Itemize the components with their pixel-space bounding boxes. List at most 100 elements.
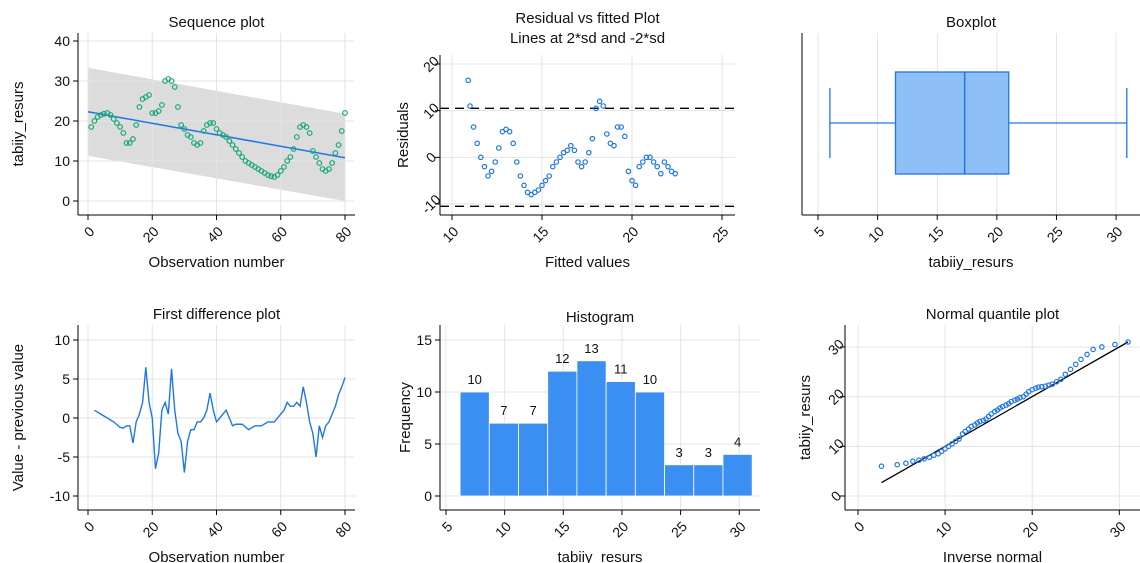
- residual-point: [513, 159, 520, 165]
- residual-point: [611, 142, 617, 149]
- qq-x-tick-label: 10: [932, 518, 954, 540]
- diff-x-tick-label: 40: [204, 518, 226, 540]
- histogram-y-tick-label: 0: [424, 488, 432, 504]
- sequence-point: [213, 126, 220, 132]
- sequence-point: [236, 150, 242, 156]
- residual-point: [603, 131, 610, 137]
- residual-point: [506, 128, 513, 135]
- sequence-point: [200, 128, 207, 134]
- histogram-bar-label: 11: [614, 362, 628, 377]
- residual-point: [618, 124, 625, 130]
- residual-point: [485, 173, 491, 179]
- sequence-point: [155, 108, 162, 114]
- sequence-point: [338, 128, 345, 134]
- residual-point: [553, 159, 560, 165]
- qq-y-tick-label: 10: [825, 435, 847, 457]
- residual-point: [593, 105, 599, 112]
- boxplot-x-tick-label: 30: [1103, 223, 1125, 245]
- residual-point: [654, 163, 661, 170]
- sequence-point: [158, 102, 165, 108]
- diff-y-tick-label: 5: [62, 371, 70, 387]
- qq-point: [1084, 351, 1090, 358]
- sequence-point: [120, 130, 127, 136]
- residual-point: [567, 142, 574, 149]
- sequence-point: [168, 78, 175, 84]
- diff-y-tick-label: -5: [58, 449, 71, 465]
- sequence-point: [303, 124, 310, 130]
- qq-point: [1062, 371, 1069, 378]
- histogram-bar: [518, 422, 549, 497]
- diff-x-tick-label: 20: [139, 518, 161, 540]
- qq-point: [1125, 339, 1131, 345]
- histogram-bar-label: 10: [643, 372, 657, 387]
- sequence-point: [123, 140, 130, 146]
- residual-point: [589, 135, 596, 142]
- residual-subtitle: Lines at 2*sd and -2*sd: [510, 30, 665, 47]
- histogram-bar: [664, 464, 695, 497]
- residual-point: [557, 154, 563, 161]
- sequence-point: [117, 124, 124, 130]
- sequence-point: [197, 140, 204, 146]
- sequence-y-label: tabiiy_resurs: [10, 81, 27, 166]
- residual-point: [643, 154, 650, 161]
- diff-x-tick-label: 0: [81, 518, 98, 535]
- residual-point: [510, 140, 517, 147]
- sequence-y-tick-label: 30: [54, 73, 70, 89]
- histogram-bar-label: 12: [555, 351, 569, 366]
- sequence-trend-line: [87, 111, 346, 159]
- sequence-point: [101, 110, 107, 117]
- boxplot-x-tick-label: 15: [924, 223, 946, 245]
- sequence-point: [130, 136, 136, 142]
- sequence-point: [126, 140, 133, 146]
- sequence-point: [274, 172, 281, 178]
- qq-x-tick-label: 30: [1106, 518, 1128, 540]
- histogram-x-tick-label: 5: [439, 518, 456, 535]
- sequence-point: [91, 118, 98, 124]
- histogram-bar-label: 3: [705, 445, 712, 460]
- residual-point: [661, 159, 668, 165]
- qq-point: [1072, 361, 1079, 368]
- sequence-y-tick-label: 0: [62, 193, 70, 209]
- residual-point: [474, 140, 481, 147]
- qq-point: [956, 436, 962, 442]
- histogram-y-tick-label: 10: [416, 384, 432, 400]
- sequence-point: [239, 154, 246, 160]
- histogram-bar: [634, 391, 665, 497]
- qq-y-tick-label: 30: [825, 336, 847, 358]
- residual-point: [564, 147, 571, 154]
- residual-point: [575, 159, 581, 165]
- histogram-bar-label: 10: [467, 372, 481, 387]
- sequence-x-tick-label: 60: [268, 223, 290, 245]
- sequence-point: [97, 112, 104, 118]
- residual-point: [665, 163, 671, 170]
- qq-x-tick-label: 20: [1019, 518, 1041, 540]
- residual-point: [467, 103, 473, 109]
- histogram-y-tick-label: 15: [416, 332, 432, 348]
- sequence-point: [110, 116, 117, 122]
- histogram-bar: [722, 453, 753, 497]
- qq-point: [1049, 381, 1056, 388]
- boxplot-x-label: tabiiy_resurs: [928, 254, 1013, 271]
- sequence-point: [335, 142, 342, 148]
- sequence-point: [226, 138, 233, 144]
- qq-y-label: tabiiy_resurs: [797, 375, 814, 460]
- histogram-y-tick-label: 5: [424, 436, 432, 452]
- histogram-bar: [576, 360, 607, 497]
- residual-point: [571, 147, 578, 154]
- diff-y-tick-label: 0: [62, 410, 70, 426]
- residual-point: [600, 103, 607, 109]
- residual-title: Residual vs fitted Plot: [515, 10, 660, 27]
- qq-title: Normal quantile plot: [926, 306, 1060, 323]
- sequence-x-tick-label: 80: [332, 223, 354, 245]
- sequence-point: [187, 134, 194, 140]
- residual-point: [625, 168, 632, 175]
- sequence-point: [268, 173, 275, 180]
- residual-point: [585, 149, 592, 156]
- qq-point: [894, 461, 900, 468]
- qq-point: [910, 458, 916, 465]
- residual-point: [657, 170, 664, 177]
- qq-point: [926, 454, 933, 461]
- diff-y-label: Value - previous value: [10, 344, 27, 491]
- sequence-point: [290, 146, 297, 152]
